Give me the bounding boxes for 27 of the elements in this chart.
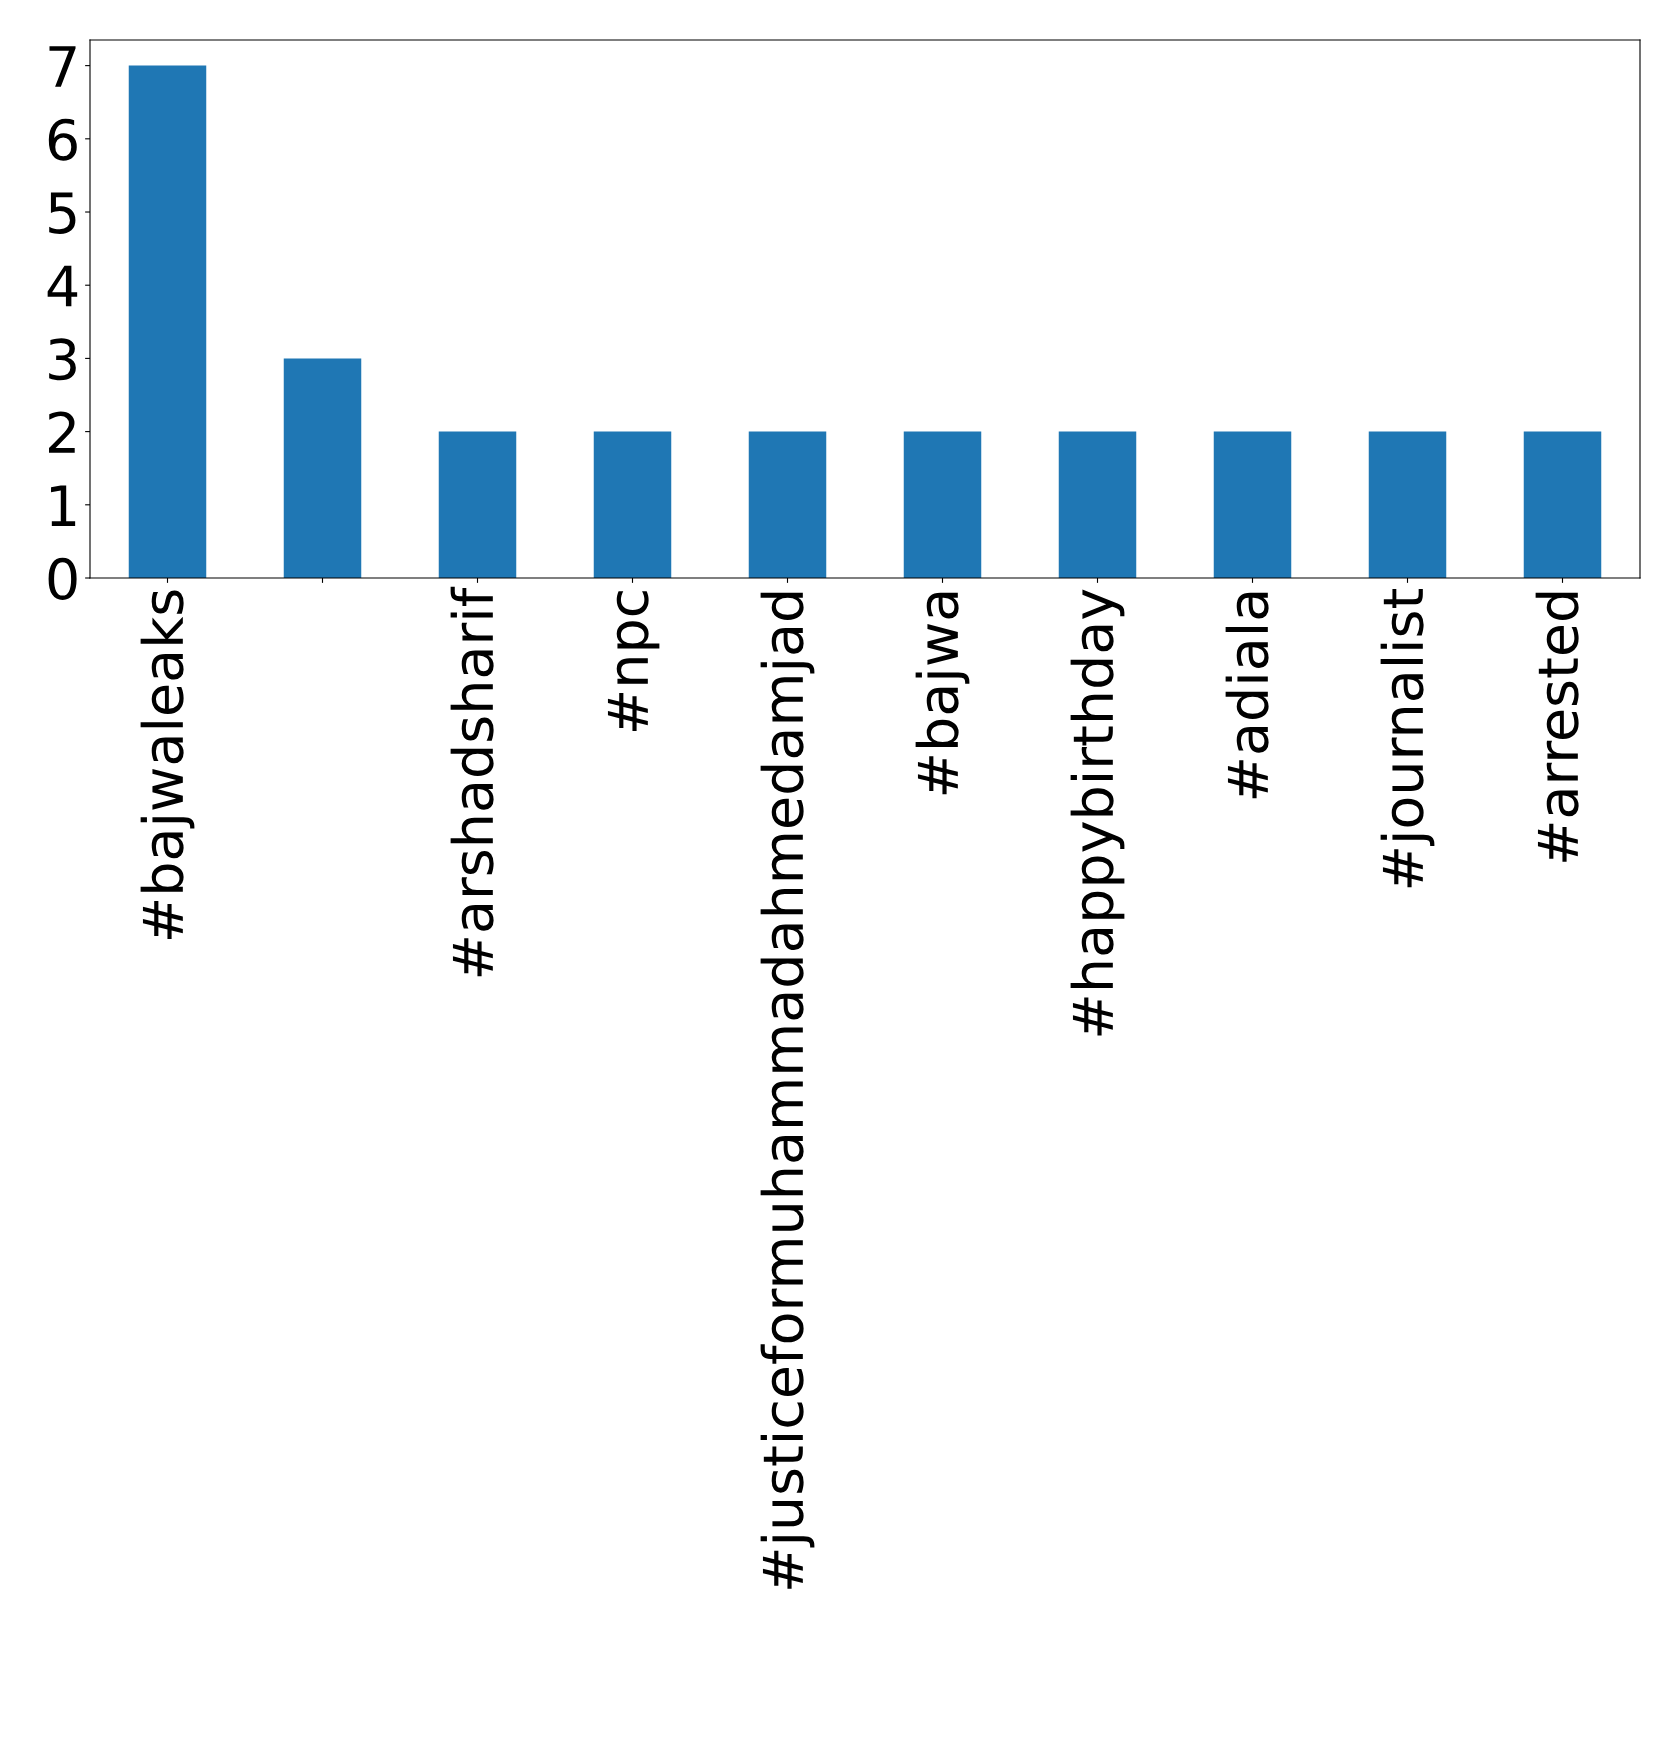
- y-tick-label: 5: [49, 192, 76, 234]
- bar: [1213, 431, 1292, 578]
- bar: [748, 431, 827, 578]
- x-tick-label: #arrested: [1535, 592, 1579, 862]
- y-tick-label: 4: [47, 265, 78, 307]
- x-tick-label: #journalist: [1380, 589, 1435, 888]
- bar: [903, 431, 982, 578]
- bar: [128, 65, 207, 578]
- bar: [593, 431, 672, 578]
- x-tick-label: #npc: [607, 591, 660, 732]
- bar: [1058, 431, 1137, 578]
- x-tick-label: #justiceformuhammadahmedamjad: [760, 592, 815, 1589]
- y-tick-label: 6: [48, 118, 77, 161]
- x-tick-label: #adiala: [1225, 592, 1269, 799]
- bar: [1523, 431, 1602, 578]
- y-tick-label: 7: [49, 46, 76, 87]
- y-tick-label: 3: [49, 338, 76, 381]
- y-tick-label: 0: [48, 557, 77, 600]
- y-tick-label: 2: [49, 411, 75, 453]
- bar: [283, 358, 362, 578]
- x-tick-label: #happybirthday: [1070, 589, 1125, 1036]
- bar: [1368, 431, 1447, 578]
- x-tick-label: #bajwaleaks: [140, 590, 195, 939]
- bar: [438, 431, 517, 578]
- y-tick-label: 1: [51, 485, 76, 526]
- x-tick-label: #arshadsharif: [450, 586, 494, 977]
- x-tick-label: #bajwa: [915, 592, 970, 795]
